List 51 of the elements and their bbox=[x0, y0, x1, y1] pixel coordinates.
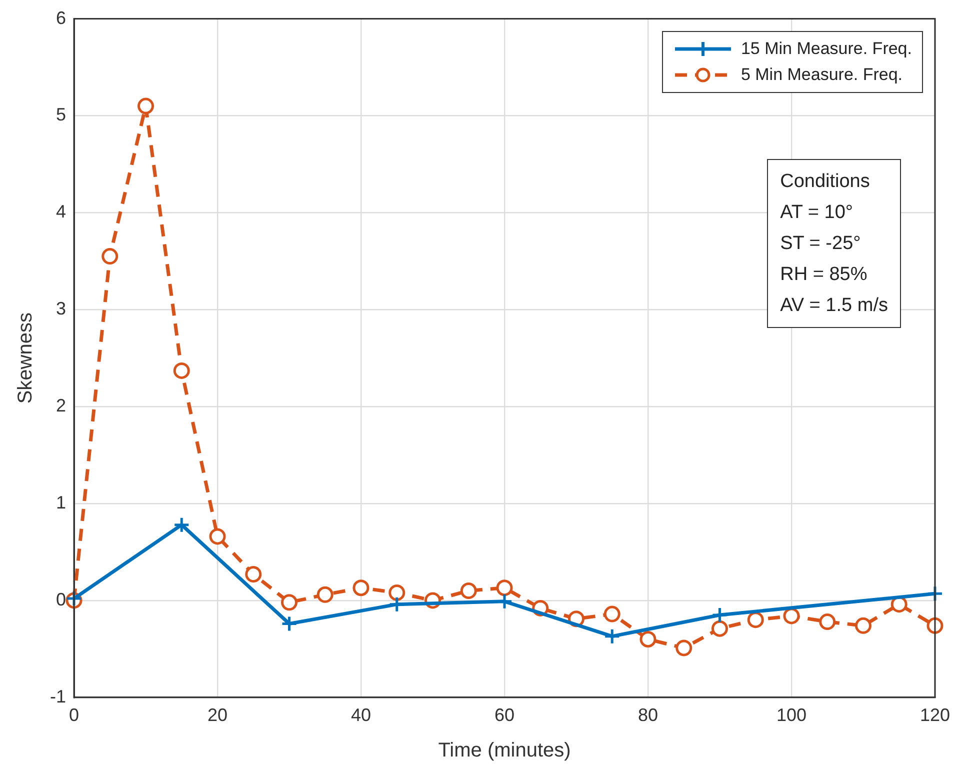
point bbox=[819, 614, 836, 630]
point bbox=[783, 608, 800, 624]
point bbox=[604, 628, 620, 645]
x-tick-label: 0 bbox=[68, 705, 80, 726]
point bbox=[173, 362, 190, 379]
point bbox=[102, 248, 118, 265]
point bbox=[926, 617, 944, 634]
point bbox=[890, 596, 908, 613]
y-tick-label: 3 bbox=[56, 298, 66, 319]
point bbox=[496, 580, 513, 596]
point bbox=[352, 580, 370, 596]
point bbox=[854, 617, 872, 634]
x-tick-label: 60 bbox=[494, 705, 515, 726]
point bbox=[388, 584, 406, 601]
y-tick-label: 4 bbox=[56, 202, 66, 222]
x-tick-label: 80 bbox=[638, 705, 658, 726]
y-tick-label: 5 bbox=[56, 104, 66, 125]
point bbox=[747, 612, 764, 628]
point bbox=[640, 630, 656, 648]
point bbox=[173, 516, 190, 534]
point bbox=[138, 98, 154, 114]
y-axis-title: Skewness bbox=[14, 312, 37, 404]
point bbox=[209, 528, 226, 545]
point bbox=[316, 586, 334, 603]
y-tick-label: 0 bbox=[56, 589, 66, 610]
y-tick-label: 2 bbox=[56, 396, 66, 416]
point bbox=[711, 620, 728, 637]
annotation: Conditions bbox=[780, 170, 871, 194]
y-tick-label: 6 bbox=[56, 8, 66, 28]
point bbox=[388, 596, 406, 613]
point bbox=[245, 566, 262, 583]
legend-label: 5 Min Measure. Freq. bbox=[740, 64, 903, 85]
point bbox=[460, 582, 477, 600]
point bbox=[711, 606, 728, 624]
x-tick-label: 20 bbox=[207, 705, 228, 726]
legend-label: 15 Min Measure. Freq. bbox=[740, 38, 912, 59]
point bbox=[281, 615, 298, 632]
annotation: AV = 1.5 m/s bbox=[780, 294, 888, 318]
x-axis-title: Time (minutes) bbox=[438, 740, 571, 762]
x-tick-label: 100 bbox=[776, 705, 807, 726]
y-tick-label: 1 bbox=[56, 492, 66, 512]
point bbox=[604, 606, 620, 622]
annotation: AT = 10° bbox=[780, 200, 854, 225]
annotation: ST = -25° bbox=[780, 232, 862, 256]
point bbox=[281, 594, 298, 611]
y-tick-label: -1 bbox=[50, 686, 66, 706]
x-tick-label: 40 bbox=[350, 705, 372, 726]
x-tick-label: 120 bbox=[920, 705, 950, 726]
point bbox=[926, 585, 944, 602]
point bbox=[676, 640, 692, 656]
annotation: RH = 85% bbox=[780, 262, 868, 287]
